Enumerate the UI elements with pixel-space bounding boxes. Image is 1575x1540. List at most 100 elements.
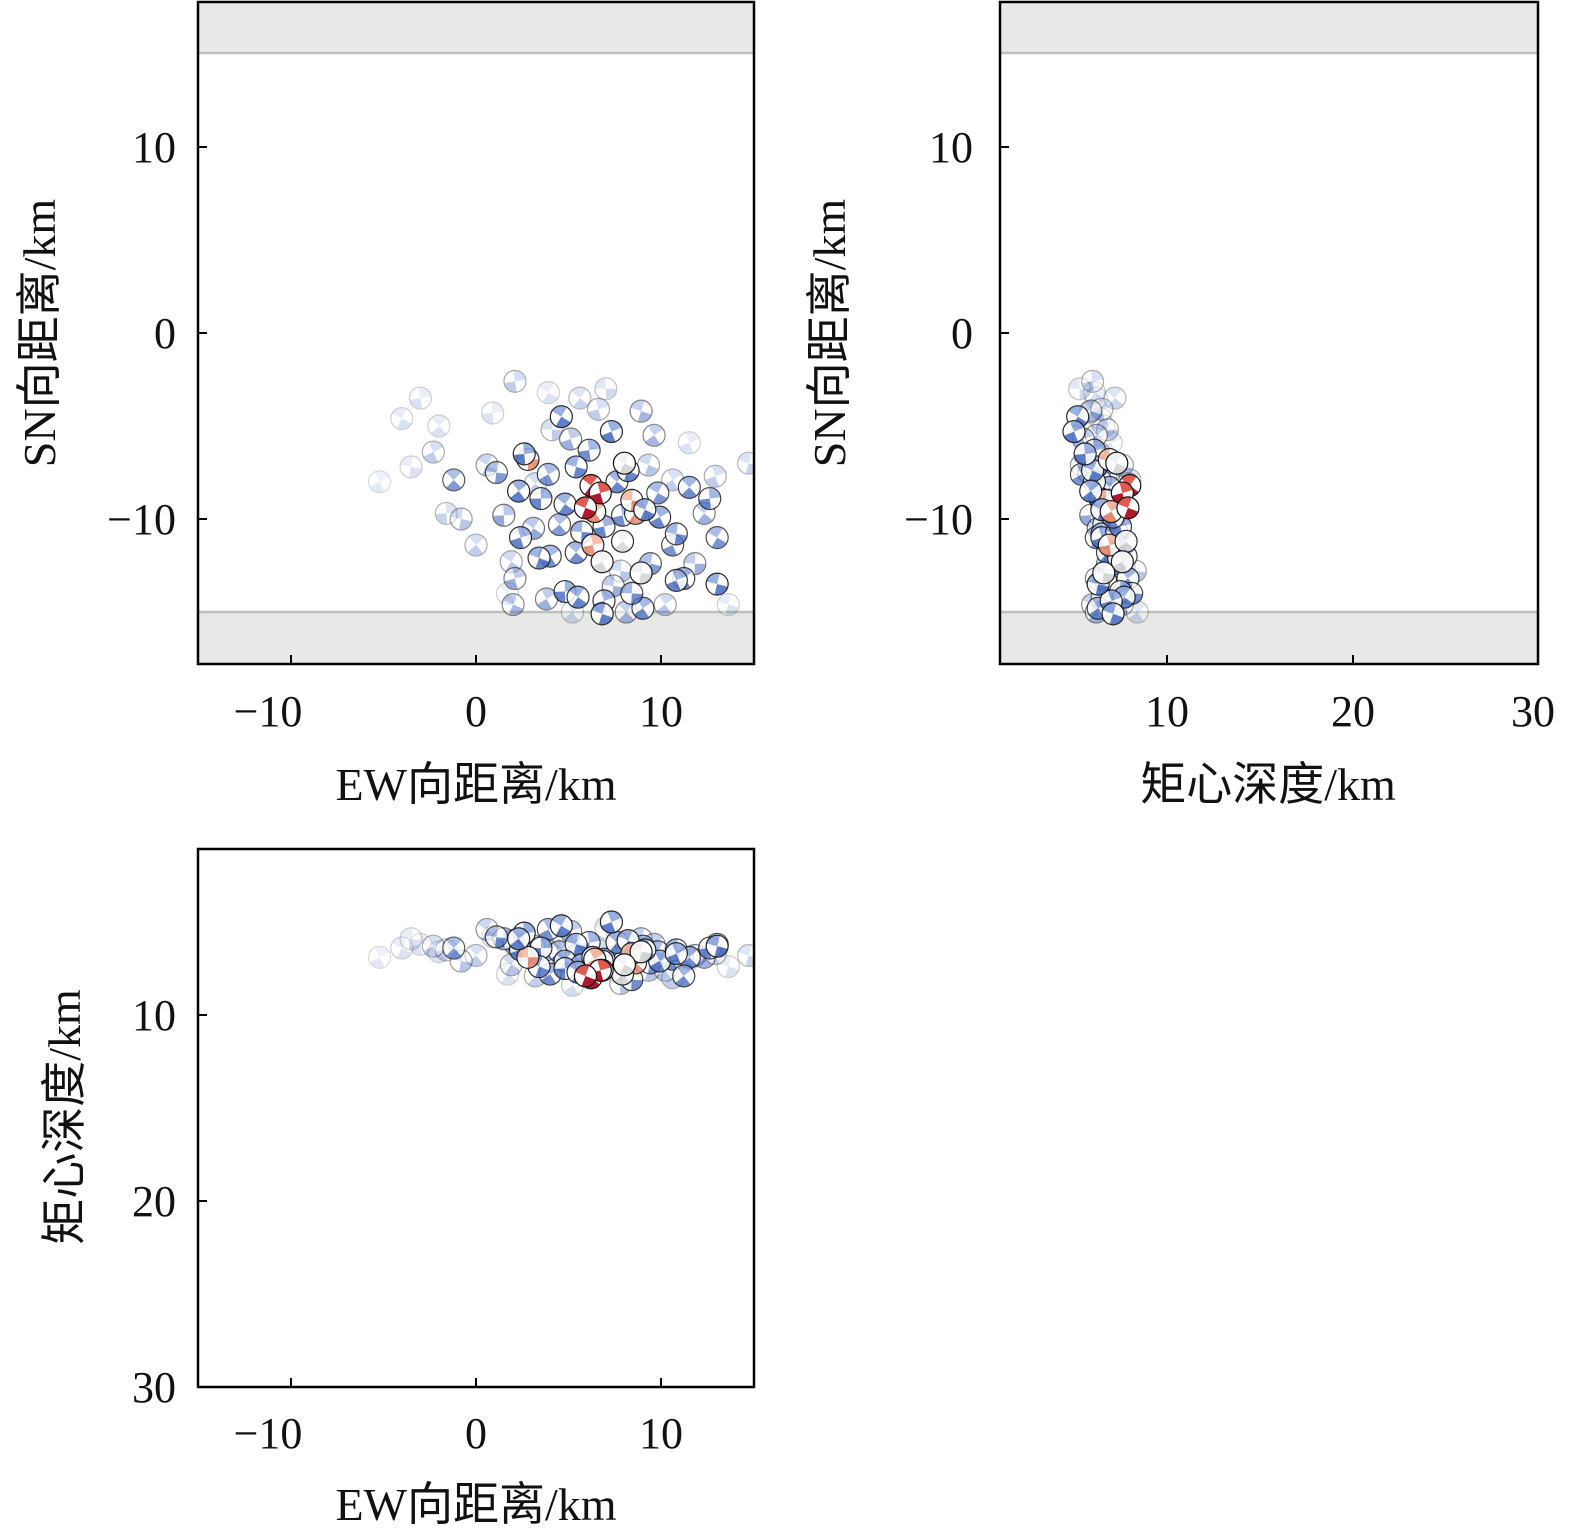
beachball-mark	[629, 561, 653, 585]
beachball-mark	[399, 927, 423, 951]
beachball-mark	[705, 572, 729, 596]
beachball-mark	[367, 470, 392, 494]
beachball-mark	[1079, 479, 1103, 503]
beachball-mark	[610, 529, 635, 553]
x-axis-label: EW向距离/km	[335, 1479, 616, 1530]
beachball-mark	[716, 955, 740, 979]
beachball-mark	[664, 942, 688, 966]
beachball-mark	[367, 945, 392, 969]
beachball-mark	[529, 486, 553, 511]
panel-depth-sn-view: 10 0 −10 10 20 30 矩心深度/km SN向距离/km	[804, 0, 1555, 810]
beachball-mark	[421, 440, 445, 464]
x-tick-label: 30	[1511, 687, 1555, 736]
beachball-mark	[586, 397, 611, 421]
beachball-mark	[553, 956, 577, 981]
x-tick-label: 10	[639, 687, 683, 736]
beachball-mark	[737, 943, 754, 968]
y-tick-label: −10	[107, 495, 176, 544]
beachball-mark	[399, 455, 423, 479]
beachball-mark	[642, 423, 666, 447]
beachball-mark	[495, 962, 520, 986]
x-tick-label: 0	[465, 1409, 487, 1458]
beachball-mark	[442, 468, 466, 492]
y-tick-label: 20	[132, 1177, 176, 1226]
beachball-mark	[1080, 369, 1105, 393]
beachball-mark	[536, 462, 560, 486]
beachball-mark	[620, 581, 644, 606]
y-tick-label: 30	[132, 1363, 176, 1412]
beachball-mark	[501, 592, 525, 617]
x-tick-label: 0	[465, 687, 487, 736]
beachball-mark	[577, 438, 601, 462]
y-tick-label: −10	[904, 495, 973, 544]
panel-ew-depth-view: 10 20 30 −10 0 10 EW向距离/km 矩心深度/km	[39, 847, 756, 1530]
y-tick-label: 10	[132, 991, 176, 1040]
beachball-mark	[549, 405, 573, 429]
beachball-mark	[1116, 496, 1140, 520]
beachball-mark	[564, 932, 588, 956]
beachball-mark	[629, 940, 653, 964]
beachball-mark	[599, 910, 624, 934]
beachball-mark	[664, 522, 688, 546]
y-axis-label: 矩心深度/km	[39, 989, 90, 1245]
x-tick-label: −10	[234, 1409, 303, 1458]
beachball-mark	[507, 479, 531, 503]
beachball-mark	[549, 914, 573, 938]
beachball-mark	[631, 596, 655, 620]
plot-frame	[998, 0, 1540, 666]
beachball-mark	[590, 550, 614, 574]
beachball-mark	[481, 401, 505, 425]
beachball-mark	[484, 925, 509, 949]
beachball-mark	[434, 501, 458, 526]
y-tick-label: 0	[951, 309, 973, 358]
beachball-mark	[573, 964, 598, 988]
beachball-mark	[677, 475, 701, 499]
y-axis-label: SN向距离/km	[14, 199, 65, 468]
beachball-mark	[653, 592, 677, 617]
beachball-mark	[390, 406, 414, 431]
beachball-mark	[1105, 451, 1129, 475]
beachball-mark	[1114, 529, 1138, 553]
beachball-mark	[516, 945, 540, 969]
lower-shaded-band	[1000, 612, 1538, 664]
beachball-mark	[408, 386, 432, 410]
beachball-mark	[408, 932, 432, 956]
beachball-mark	[508, 525, 533, 550]
beachball-mark	[464, 533, 488, 557]
beachball-mark	[1110, 550, 1134, 574]
beachball-mark	[1101, 602, 1125, 626]
beachball-mark	[1092, 561, 1116, 585]
beachball-mark	[566, 585, 590, 609]
panel-map-view: 10 0 −10 −10 0 10 EW向距离/km SN向距离/km	[14, 0, 756, 810]
beachball-mark	[573, 496, 598, 520]
beachball-mark	[698, 486, 722, 511]
beachball-mark	[527, 546, 551, 570]
beachball-mark	[672, 964, 696, 988]
x-tick-label: −10	[234, 687, 303, 736]
beachball-mark	[633, 498, 657, 522]
beachball-mark	[553, 492, 577, 516]
beachball-mark	[716, 592, 740, 617]
beachball-mark	[737, 451, 754, 475]
beachball-mark	[594, 377, 618, 401]
beachball-mark	[559, 427, 583, 451]
beachball-mark	[629, 399, 653, 423]
beachball-mark	[427, 414, 451, 438]
beachball-mark	[677, 431, 701, 455]
beachball-mark	[1103, 386, 1127, 410]
y-tick-label: 10	[132, 123, 176, 172]
upper-shaded-band	[1000, 2, 1538, 53]
y-axis-label: SN向距离/km	[804, 199, 855, 468]
beachball-mark	[646, 481, 670, 505]
beachball-mark	[564, 455, 588, 479]
beachball-mark	[1073, 442, 1097, 466]
beachball-mark	[703, 464, 727, 488]
beachball-mark	[536, 380, 560, 405]
beachball-mark	[612, 451, 637, 475]
beachball-mark	[547, 512, 572, 537]
beachball-mark	[705, 525, 729, 550]
beachball-mark	[568, 386, 592, 410]
beachball-mark	[512, 442, 536, 466]
upper-shaded-band	[198, 2, 754, 53]
x-axis-label: EW向距离/km	[335, 759, 616, 810]
